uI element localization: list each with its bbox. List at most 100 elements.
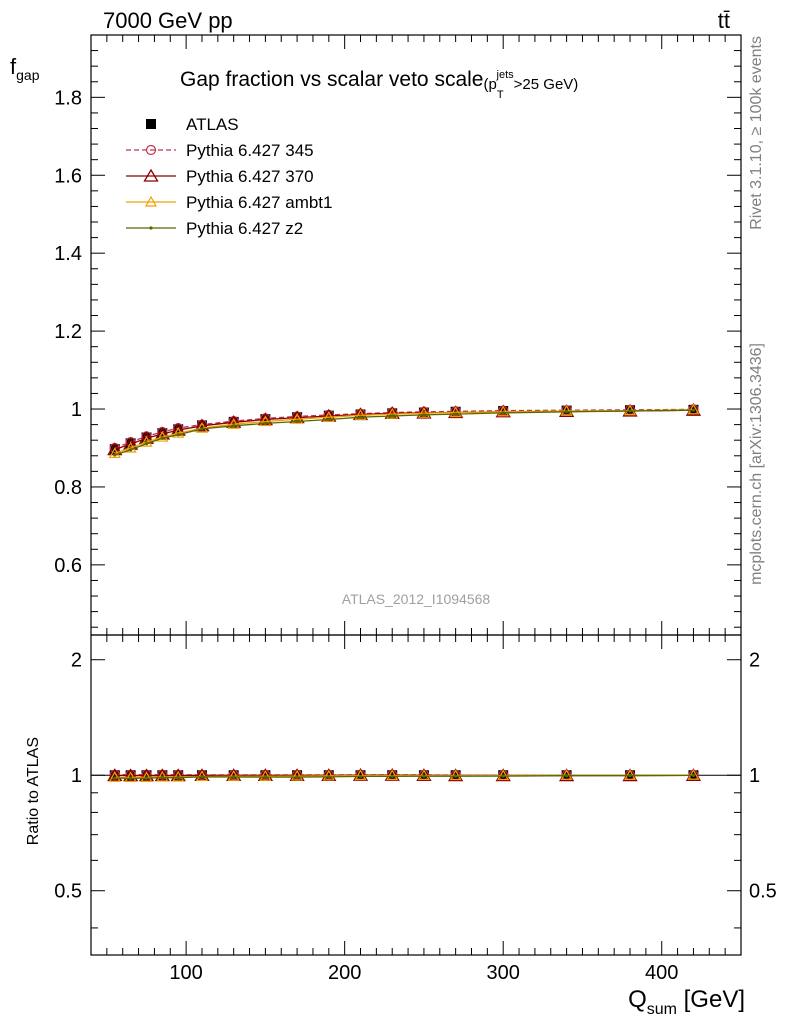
ratio-y-axis: 0.5 0.5 1 1 2 2 (54, 650, 777, 929)
ratio-point (200, 775, 204, 779)
data-point (291, 412, 304, 424)
data-point (687, 403, 700, 415)
x-tick-label: 100 (169, 962, 202, 984)
ratio-tick-label-right: 2 (749, 650, 760, 672)
x-tick-label: 300 (487, 962, 520, 984)
ratio-point (454, 774, 458, 778)
ratio-point (138, 768, 155, 782)
ratio-point (358, 774, 363, 779)
chart-title: Gap fraction vs scalar veto scale(pTjets… (180, 68, 578, 101)
ratio-point (354, 769, 367, 781)
main-y-axis: 0.6 0.8 1 1.2 1.4 1.6 1.8 (54, 34, 741, 628)
y-axis-label: fgap (10, 54, 40, 83)
ratio-point (497, 769, 510, 781)
ratio-point (122, 768, 139, 782)
data-point (628, 409, 632, 413)
data-point (113, 453, 117, 457)
rivet-label: Rivet 3.1.10, ≥ 100k events (748, 36, 765, 230)
legend-label: ATLAS (186, 115, 239, 134)
x-axis: 100 200 300 400 (106, 35, 726, 984)
y-tick-label: 0.8 (54, 477, 82, 499)
data-point (624, 404, 637, 416)
data-point (691, 408, 696, 412)
ratio-tick-label-right: 0.5 (749, 881, 777, 903)
ratio-point (156, 770, 169, 782)
ratio-point (501, 774, 505, 778)
ratio-point (416, 768, 432, 782)
data-point (386, 407, 399, 419)
data-point (172, 426, 185, 438)
legend-label: Pythia 6.427 370 (186, 167, 314, 186)
ratio-tick-label-left: 2 (71, 650, 82, 672)
data-point (422, 413, 426, 417)
ratio-point (687, 768, 700, 780)
data-point (454, 412, 458, 416)
ratio-point (263, 775, 267, 779)
y-tick-label: 1 (71, 399, 82, 421)
ratio-point (417, 769, 430, 781)
data-point (144, 442, 149, 446)
ratio-point (109, 770, 120, 781)
ratio-point (449, 769, 462, 781)
legend-marker (145, 144, 157, 156)
ratio-point (144, 776, 149, 780)
data-point (327, 417, 331, 422)
x-axis-label: Qsum [GeV] (628, 986, 745, 1018)
ratio-tick-label-left: 1 (71, 765, 82, 787)
legend-label: Pythia 6.427 345 (186, 141, 314, 160)
ratio-point (384, 767, 400, 781)
ratio-point (227, 770, 240, 781)
y-tick-label: 1.4 (54, 243, 82, 265)
ratio-tick-label-left: 0.5 (54, 881, 82, 903)
data-point (263, 421, 267, 426)
data-point (358, 415, 363, 419)
ratio-point (386, 769, 399, 781)
y-tick-label: 1.8 (54, 87, 82, 109)
data-point (176, 433, 180, 437)
data-point (156, 430, 169, 442)
ratio-point (327, 775, 331, 779)
legend: ATLAS Pythia 6.427 345 Pythia 6.427 370 Pyt… (126, 115, 332, 238)
data-point (565, 410, 569, 414)
y-tick-label: 1.6 (54, 165, 82, 187)
ratio-point (565, 774, 569, 778)
ratio-point (390, 774, 394, 779)
ratio-point (259, 770, 272, 781)
ratio-point (232, 775, 236, 779)
data-point (416, 405, 432, 419)
data-point (129, 448, 133, 452)
ratio-point (691, 773, 696, 778)
legend-label: Pythia 6.427 ambt1 (186, 193, 332, 212)
x-tick-label: 400 (645, 962, 678, 984)
mcplots-label: mcplots.cern.ch [arXiv:1306.3436] (748, 343, 765, 585)
legend-marker (144, 195, 158, 207)
ratio-point (108, 771, 121, 782)
data-point (108, 447, 121, 459)
legend-marker (149, 226, 153, 230)
data-point (232, 424, 236, 428)
ratio-series (107, 767, 702, 783)
ratio-point (113, 776, 117, 780)
ratio-point (560, 769, 573, 781)
data-point (322, 410, 335, 422)
legend-marker (143, 168, 159, 182)
ratio-point (129, 776, 133, 780)
ratio-point (624, 769, 637, 781)
data-point (194, 418, 210, 432)
ratio-tick-label-right: 1 (749, 765, 760, 787)
legend-marker (146, 119, 156, 129)
ratio-point (352, 767, 369, 781)
data-point (497, 405, 510, 417)
y-tick-label: 1.2 (54, 321, 82, 343)
ratio-point (176, 776, 180, 780)
data-point (200, 427, 204, 431)
series-line (114, 409, 694, 456)
data-point (449, 406, 462, 418)
ratio-point (172, 770, 185, 782)
ratio-point (295, 775, 299, 779)
data-point (295, 419, 299, 424)
ratio-point (322, 769, 335, 781)
ratio-point (107, 768, 123, 782)
ratio-point (140, 771, 153, 783)
